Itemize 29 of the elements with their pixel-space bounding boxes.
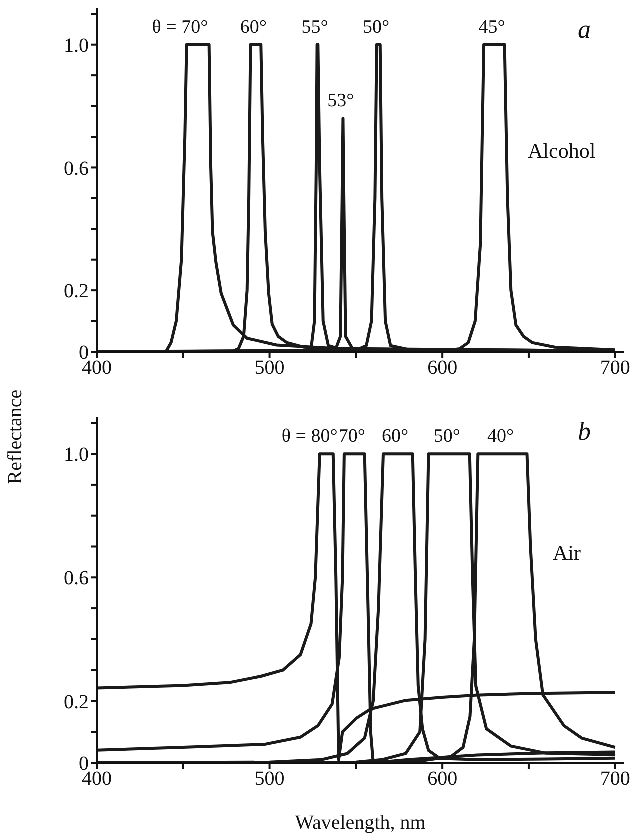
y-tick-label: 0.2 — [64, 280, 89, 303]
x-tick-label: 700 — [600, 768, 630, 790]
annotation: 60° — [240, 16, 267, 38]
annotation: 70° — [338, 426, 366, 448]
annotation: θ = 70° — [152, 16, 208, 38]
y-tick-label: 1.0 — [64, 444, 89, 466]
annotation: 50° — [434, 426, 460, 448]
annotation: 53° — [328, 90, 354, 112]
y-tick-label: 1.0 — [64, 34, 89, 57]
annotation: b — [578, 417, 591, 446]
annotation: θ = 80° — [282, 426, 338, 448]
y-tick-label: 0.6 — [64, 568, 89, 590]
x-tick-label: 600 — [428, 768, 458, 790]
x-tick-label: 500 — [254, 768, 285, 790]
annotation: 45° — [478, 16, 506, 38]
annotation: 55° — [302, 16, 328, 38]
x-axis-title: Wavelength, nm — [295, 812, 426, 833]
x-tick-label: 700 — [600, 357, 630, 380]
annotation: 60° — [382, 426, 409, 448]
annotation: 40° — [487, 426, 514, 448]
y-tick-label: 0.6 — [64, 158, 89, 180]
y-axis-title: Reflectance — [4, 390, 28, 484]
x-tick-label: 600 — [428, 357, 458, 380]
annotation: 50° — [363, 16, 390, 38]
annotation: Air — [553, 541, 581, 565]
y-tick-label: 0.2 — [64, 691, 89, 714]
x-tick-label: 500 — [254, 357, 285, 380]
annotation: a — [578, 15, 591, 44]
annotation: Alcohol — [528, 139, 596, 163]
